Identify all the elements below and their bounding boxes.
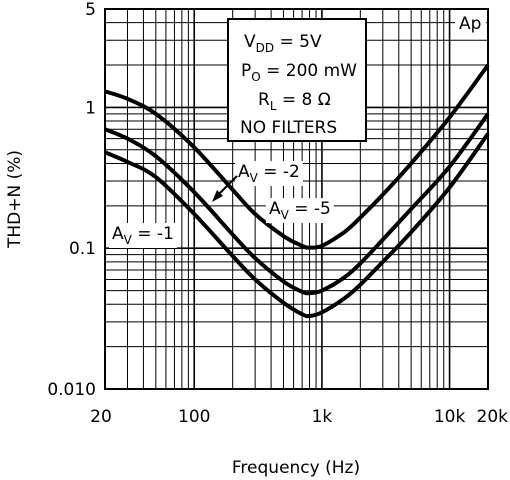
plot-frame [104,8,489,390]
condition-line-3-text: RL = 8 Ω [258,90,331,113]
conditions-text: VDD = 5V PO = 200 mW RL = 8 Ω NO FILTERS [240,32,357,138]
x-tick-label: 20 [90,407,112,427]
condition-line-1: VDD = 5V [244,32,322,55]
series-label-3: AV = -5 [266,198,334,223]
x-tick-label: 10k [434,407,466,427]
series-label-1-text: AV = -1 [112,224,174,247]
y-axis-label: THD+N (%) [5,150,25,249]
y-tick-labels: 0.010 0.1 1 5 [47,0,96,400]
x-tick-label: 100 [178,407,210,427]
y-tick-label: 0.010 [47,380,96,400]
condition-line-2-text: PO = 200 mW [241,61,357,84]
corner-label: Ap [459,14,481,34]
series-label-3-background [266,198,334,223]
y-tick-label: 0.1 [69,239,96,259]
series-line-1 [104,63,490,250]
series-line-2 [104,112,490,296]
series-label-1-background [109,223,177,248]
x-axis-label: Frequency (Hz) [232,458,360,478]
y-tick-label: 1 [85,98,96,118]
condition-line-4: NO FILTERS [240,118,337,138]
series-layer [104,63,490,319]
series-line-3 [104,132,490,319]
series-label-2: AV = -2 [235,161,303,186]
corner-label-box [455,11,486,35]
x-tick-label: 1k [312,407,333,427]
series-label-1: AV = -1 [109,223,177,248]
series-label-2-text: AV = -2 [238,162,300,185]
series-arrow [216,175,238,197]
x-tick-labels: 20 100 1k 10k 20k [90,407,508,427]
x-tick-label: 20k [477,407,509,427]
conditions-box [227,18,367,142]
series-label-2-background [235,161,303,186]
condition-line-4-text: NO FILTERS [240,118,337,138]
condition-line-2: PO = 200 mW [241,61,357,84]
condition-line-1-text: VDD = 5V [244,32,322,55]
series-label-3-text: AV = -5 [269,199,331,222]
y-tick-label: 5 [85,0,96,20]
series-labels: AV = -1 AV = -2 AV = -5 [109,161,334,248]
condition-line-3: RL = 8 Ω [258,90,331,113]
series-arrow-head [212,190,223,202]
